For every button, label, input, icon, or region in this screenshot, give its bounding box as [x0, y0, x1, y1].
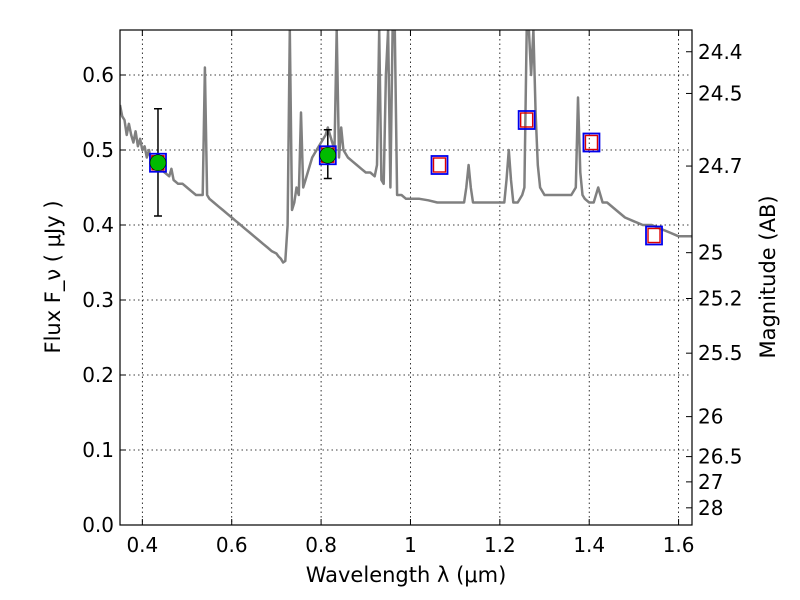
- y2-tick-label: 24.7: [698, 154, 743, 178]
- y2-tick-label: 24.5: [698, 81, 743, 105]
- model-marker-inner: [584, 134, 599, 151]
- x-tick-label: 1.6: [663, 533, 695, 557]
- y-axis-right-title: Magnitude (AB): [756, 195, 780, 358]
- model-marker-inner: [519, 112, 534, 128]
- observed-point: [319, 146, 337, 164]
- model-marker-inner: [647, 227, 661, 244]
- x-tick-label: 1.2: [484, 533, 516, 557]
- y2-tick-label: 26: [698, 405, 723, 429]
- plot-area: [120, 30, 692, 264]
- y2-tick-label: 26.5: [698, 445, 743, 469]
- x-tick-label: 0.8: [305, 533, 337, 557]
- y-tick-label: 0.3: [82, 288, 114, 312]
- y-tick-label: 0.2: [82, 363, 114, 387]
- x-axis: 0.4 0.6 0.8 1 1.2 1.4 1.6: [126, 30, 695, 557]
- plot-frame: [119, 29, 693, 526]
- y-tick-label: 0.1: [82, 438, 114, 462]
- model-marker-outer: [517, 110, 536, 130]
- x-tick-label: 1: [404, 533, 417, 557]
- sed-spectrum-line: [120, 30, 692, 264]
- model-marker-inner: [432, 157, 447, 173]
- y2-tick-label: 25: [698, 241, 723, 265]
- x-tick-label: 1.4: [573, 533, 605, 557]
- y-tick-label: 0.6: [82, 63, 114, 87]
- x-tick-label: 0.4: [126, 533, 158, 557]
- x-axis-title: Wavelength λ (μm): [306, 563, 507, 587]
- y2-tick-label: 24.4: [698, 40, 743, 64]
- y-axis-title: Flux F_ν ( μJy ): [41, 200, 66, 353]
- y-axis-left: 0.0 0.1 0.2 0.3 0.4 0.5 0.6: [82, 63, 126, 537]
- y2-tick-label: 28: [698, 496, 723, 520]
- y-tick-label: 0.4: [82, 213, 114, 237]
- model-marker-outer: [582, 132, 601, 153]
- plot-content: [120, 30, 692, 264]
- y2-tick-label: 25.5: [698, 341, 743, 365]
- model-marker-outer: [430, 155, 449, 175]
- y-tick-label: 0.0: [82, 513, 114, 537]
- model-marker-outer: [645, 225, 663, 246]
- y2-tick-label: 25.2: [698, 287, 743, 311]
- observed-point: [149, 154, 167, 172]
- y-tick-label: 0.5: [82, 138, 114, 162]
- y2-tick-label: 27: [698, 470, 723, 494]
- x-tick-label: 0.6: [216, 533, 248, 557]
- grid-lines: [120, 30, 692, 526]
